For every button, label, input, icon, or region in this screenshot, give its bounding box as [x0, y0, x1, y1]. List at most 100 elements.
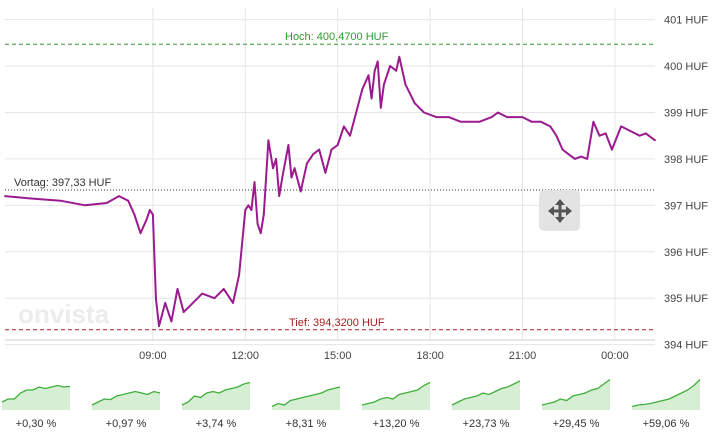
- previous-close-label: Vortag: 397,33 HUF: [14, 177, 112, 189]
- price-point: [133, 213, 136, 216]
- performance-label: +13,20 %: [372, 418, 420, 430]
- performance-label: +0,97 %: [105, 418, 147, 430]
- price-point: [447, 116, 450, 119]
- sparkline-card[interactable]: +0,30 %: [0, 374, 72, 435]
- price-point: [272, 167, 274, 170]
- price-point: [530, 120, 533, 123]
- sparkline-line: [91, 390, 161, 406]
- price-point: [267, 139, 270, 142]
- performance-label: +3,74 %: [195, 418, 237, 430]
- price-point: [496, 111, 499, 114]
- sparkline-area: [542, 379, 610, 410]
- price-point: [324, 171, 327, 174]
- price-point: [478, 120, 481, 123]
- price-series: [4, 55, 656, 328]
- price-point: [305, 162, 308, 165]
- sparkline-card[interactable]: +8,31 %: [270, 374, 342, 435]
- sparkline-graph: [91, 390, 161, 410]
- sparkline-area: [182, 382, 250, 410]
- price-point: [460, 120, 462, 123]
- sparkline-area: [632, 379, 700, 410]
- low-label: Tief: 394,3200 HUF: [289, 317, 385, 329]
- x-tick-label: 21:00: [509, 350, 537, 362]
- price-point: [318, 148, 321, 151]
- x-tick-label: 15:00: [324, 350, 352, 362]
- price-point: [192, 301, 194, 304]
- price-point: [423, 111, 425, 114]
- sparkline-card[interactable]: +59,06 %: [630, 374, 702, 435]
- price-point: [644, 132, 647, 135]
- price-point: [281, 176, 284, 179]
- price-point: [176, 288, 179, 290]
- price-point: [182, 311, 185, 314]
- price-point: [574, 158, 576, 160]
- price-point: [105, 202, 108, 204]
- price-point: [580, 155, 582, 158]
- y-tick-label: 399 HUF: [664, 107, 708, 119]
- price-point: [170, 320, 173, 323]
- price-point: [561, 148, 564, 151]
- sparkline-line: [451, 380, 521, 406]
- sparkline-graph: [1, 384, 71, 410]
- price-point: [259, 232, 262, 235]
- price-point: [84, 204, 86, 207]
- sparkline-graph: [181, 381, 251, 410]
- price-point: [370, 97, 373, 100]
- price-point: [4, 195, 6, 197]
- x-tick-label: 18:00: [416, 350, 444, 362]
- grid-lines: [5, 8, 655, 346]
- sparkline-card[interactable]: +13,20 %: [360, 374, 432, 435]
- sparkline-card[interactable]: +0,97 %: [90, 374, 162, 435]
- price-point: [256, 223, 259, 225]
- sparkline-graph: [451, 380, 521, 410]
- price-point: [604, 132, 607, 135]
- price-point: [299, 190, 302, 193]
- sparkline-card[interactable]: +3,74 %: [180, 374, 252, 435]
- sparkline-line: [181, 381, 251, 406]
- sparkline-graph: [541, 378, 611, 410]
- y-tick-label: 397 HUF: [664, 200, 708, 212]
- performance-label: +0,30 %: [15, 418, 57, 430]
- price-point: [247, 204, 250, 207]
- price-point: [151, 213, 154, 216]
- price-point: [148, 209, 151, 211]
- sparkline-line: [541, 378, 611, 406]
- sparkline-card[interactable]: +23,73 %: [450, 374, 522, 435]
- price-point: [253, 181, 256, 184]
- price-point: [506, 116, 509, 119]
- sparkline-line: [1, 384, 71, 403]
- price-point: [275, 158, 277, 160]
- performance-label: +8,31 %: [285, 418, 327, 430]
- price-point: [349, 134, 351, 137]
- sparkline-graph: [631, 379, 701, 410]
- performance-label: +23,73 %: [462, 418, 510, 430]
- price-point: [598, 134, 601, 137]
- price-point: [654, 139, 656, 142]
- performance-label: +29,45 %: [552, 418, 600, 430]
- sparkline-line: [361, 381, 431, 406]
- price-point: [521, 116, 524, 119]
- price-point: [610, 148, 613, 151]
- price-point: [312, 153, 314, 156]
- x-tick-label: 09:00: [139, 350, 167, 362]
- price-point: [28, 197, 31, 200]
- price-point: [262, 213, 265, 216]
- pan-move-button[interactable]: [539, 190, 580, 231]
- price-point: [395, 69, 398, 72]
- price-point: [383, 83, 385, 86]
- x-axis-ticks: 09:00 12:00 15:00 18:00 21:00 00:00: [139, 350, 629, 362]
- price-point: [413, 102, 416, 105]
- sparkline-card[interactable]: +29,45 %: [540, 374, 612, 435]
- sparkline-line: [271, 386, 341, 408]
- price-point: [232, 301, 234, 304]
- price-point: [213, 297, 216, 300]
- price-point: [620, 125, 623, 128]
- price-point: [241, 241, 244, 244]
- sparkline-graph: [271, 386, 341, 410]
- price-point: [145, 218, 148, 221]
- price-point: [330, 148, 333, 151]
- price-point: [361, 88, 364, 91]
- price-point: [290, 176, 293, 179]
- performance-label: +59,06 %: [642, 418, 690, 430]
- sparkline-area: [2, 385, 70, 410]
